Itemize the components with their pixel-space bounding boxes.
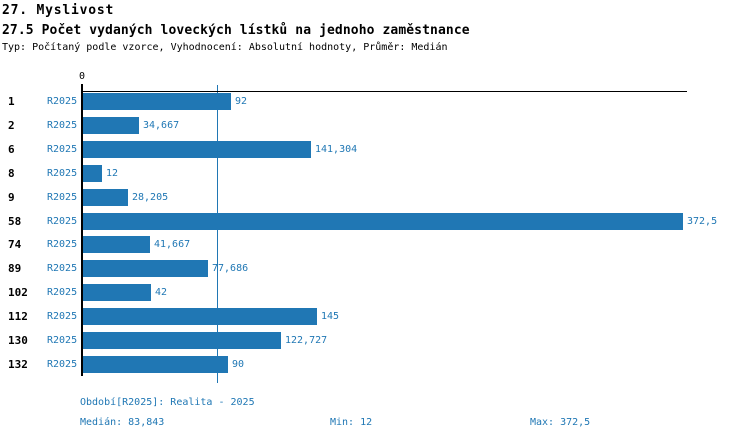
indicator-title: 27.5 Počet vydaných loveckých lístků na … (2, 23, 470, 38)
bar (83, 260, 208, 277)
row-category-label: 1 (8, 95, 15, 108)
row-category-label: 102 (8, 286, 28, 299)
row-category-label: 6 (8, 143, 15, 156)
row-series-label: R2025 (47, 168, 78, 179)
min-summary-label: Min: 12 (330, 417, 373, 428)
row-series-label: R2025 (47, 239, 78, 250)
row-series-label: R2025 (47, 359, 78, 370)
median-line (217, 85, 218, 383)
x-axis-top-line (82, 91, 687, 92)
bar (83, 189, 128, 206)
row-series-label: R2025 (47, 144, 78, 155)
bar-value-label: 41,667 (154, 239, 191, 250)
row-series-label: R2025 (47, 263, 78, 274)
row-series-label: R2025 (47, 216, 78, 227)
row-series-label: R2025 (47, 192, 78, 203)
bar-value-label: 12 (106, 168, 119, 179)
bar-value-label: 42 (155, 287, 168, 298)
bar-value-label: 92 (235, 96, 248, 107)
row-series-label: R2025 (47, 335, 78, 346)
bar-value-label: 90 (232, 359, 245, 370)
bar-value-label: 122,727 (285, 335, 328, 346)
bar (83, 117, 139, 134)
bar (83, 284, 151, 301)
row-category-label: 89 (8, 262, 22, 275)
axis-zero-tick-label: 0 (78, 71, 86, 82)
row-series-label: R2025 (47, 287, 78, 298)
bar (83, 236, 150, 253)
median-summary-label: Medián: 83,843 (80, 417, 165, 428)
y-axis-line (81, 84, 83, 376)
report-subtitle: Typ: Počítaný podle vzorce, Vyhodnocení:… (2, 42, 448, 53)
row-series-label: R2025 (47, 96, 78, 107)
bar-value-label: 372,5 (687, 216, 718, 227)
bar-value-label: 77,686 (212, 263, 249, 274)
bar (83, 356, 228, 373)
bar (83, 141, 311, 158)
row-category-label: 8 (8, 167, 15, 180)
max-summary-label: Max: 372,5 (530, 417, 591, 428)
row-category-label: 58 (8, 215, 22, 228)
bar-value-label: 34,667 (143, 120, 180, 131)
bar-value-label: 145 (321, 311, 340, 322)
row-category-label: 112 (8, 310, 28, 323)
row-category-label: 2 (8, 119, 15, 132)
row-series-label: R2025 (47, 120, 78, 131)
row-category-label: 9 (8, 191, 15, 204)
bar-value-label: 28,205 (132, 192, 169, 203)
chapter-title: 27. Myslivost (2, 3, 115, 18)
row-category-label: 74 (8, 238, 22, 251)
period-label: Období[R2025]: Realita - 2025 (80, 397, 255, 408)
bar (83, 332, 281, 349)
bar (83, 93, 231, 110)
row-category-label: 132 (8, 358, 28, 371)
bar-value-label: 141,304 (315, 144, 358, 155)
row-category-label: 130 (8, 334, 28, 347)
bar (83, 213, 683, 230)
row-series-label: R2025 (47, 311, 78, 322)
bar (83, 308, 317, 325)
bar (83, 165, 102, 182)
